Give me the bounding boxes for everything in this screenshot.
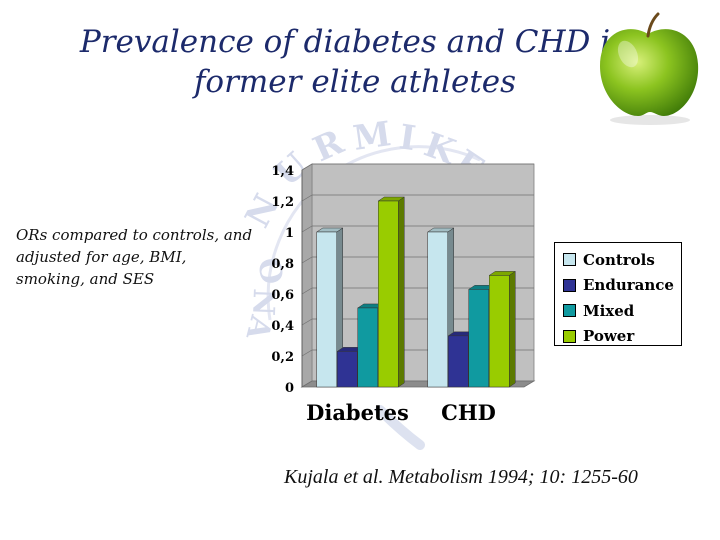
y-gridline-side (301, 225, 313, 233)
chart-legend: Controls Endurance Mixed Power (554, 242, 682, 346)
legend-swatch (563, 278, 576, 292)
legend-swatch (563, 253, 576, 267)
y-gridline-side (301, 256, 313, 264)
y-tick-label: 0,2 (271, 350, 294, 365)
y-tick-label: 1 (285, 226, 294, 241)
bar-controls-diabetes (316, 231, 337, 388)
bar-power-chd (489, 275, 510, 388)
legend-item-power: Power (563, 324, 681, 350)
bar-power-diabetes (378, 200, 399, 388)
bar-chart: 0 0,2 0,4 0,6 0,8 1 1,2 1,4 Diabetes CHD (271, 163, 536, 425)
green-apple-icon (600, 12, 699, 125)
legend-item-endurance: Endurance (563, 273, 681, 299)
legend-label: Power (583, 327, 635, 346)
legend-label: Endurance (583, 276, 674, 295)
legend-item-controls: Controls (563, 247, 681, 273)
chart-side-wall (301, 163, 313, 388)
x-category-label: CHD (441, 400, 496, 425)
bar-endurance-chd (448, 335, 469, 388)
svg-text:N: N (245, 288, 281, 317)
y-tick-label: 0,8 (271, 257, 294, 272)
bar-mixed-diabetes (357, 307, 378, 388)
citation: Kujala et al. Metabolism 1994; 10: 1255-… (284, 466, 638, 488)
y-gridline-side (301, 318, 313, 326)
legend-label: Controls (583, 250, 655, 269)
svg-text:O: O (250, 255, 289, 287)
y-tick-label: 1,2 (271, 195, 294, 210)
slide-title-line-2: former elite athletes (193, 64, 517, 100)
svg-text:I: I (397, 117, 418, 159)
bar-side-power (509, 270, 516, 388)
y-gridline-side (301, 194, 313, 202)
bar-endurance-diabetes (337, 351, 358, 388)
legend-swatch (563, 304, 576, 318)
y-gridline-side (301, 287, 313, 295)
y-tick-label: 0 (285, 381, 294, 396)
odds-ratio-note: ORs compared to controls, and adjusted f… (16, 226, 253, 288)
svg-text:M: M (351, 114, 394, 159)
y-tick-label: 0,6 (271, 288, 294, 303)
x-category-label: Diabetes (306, 400, 409, 425)
y-gridline-side (301, 163, 313, 171)
y-tick-label: 1,4 (271, 164, 294, 179)
legend-label: Mixed (583, 301, 635, 320)
legend-swatch (563, 329, 576, 343)
slide-title-line-1: Prevalence of diabetes and CHD in (79, 24, 631, 60)
bar-mixed-chd (468, 289, 489, 388)
legend-item-mixed: Mixed (563, 298, 681, 324)
y-gridline-side (301, 349, 313, 357)
y-tick-label: 0,4 (271, 319, 294, 334)
bar-controls-chd (427, 231, 448, 388)
bar-side-power (398, 196, 405, 388)
slide-title: Prevalence of diabetes and CHD in former… (60, 22, 650, 102)
